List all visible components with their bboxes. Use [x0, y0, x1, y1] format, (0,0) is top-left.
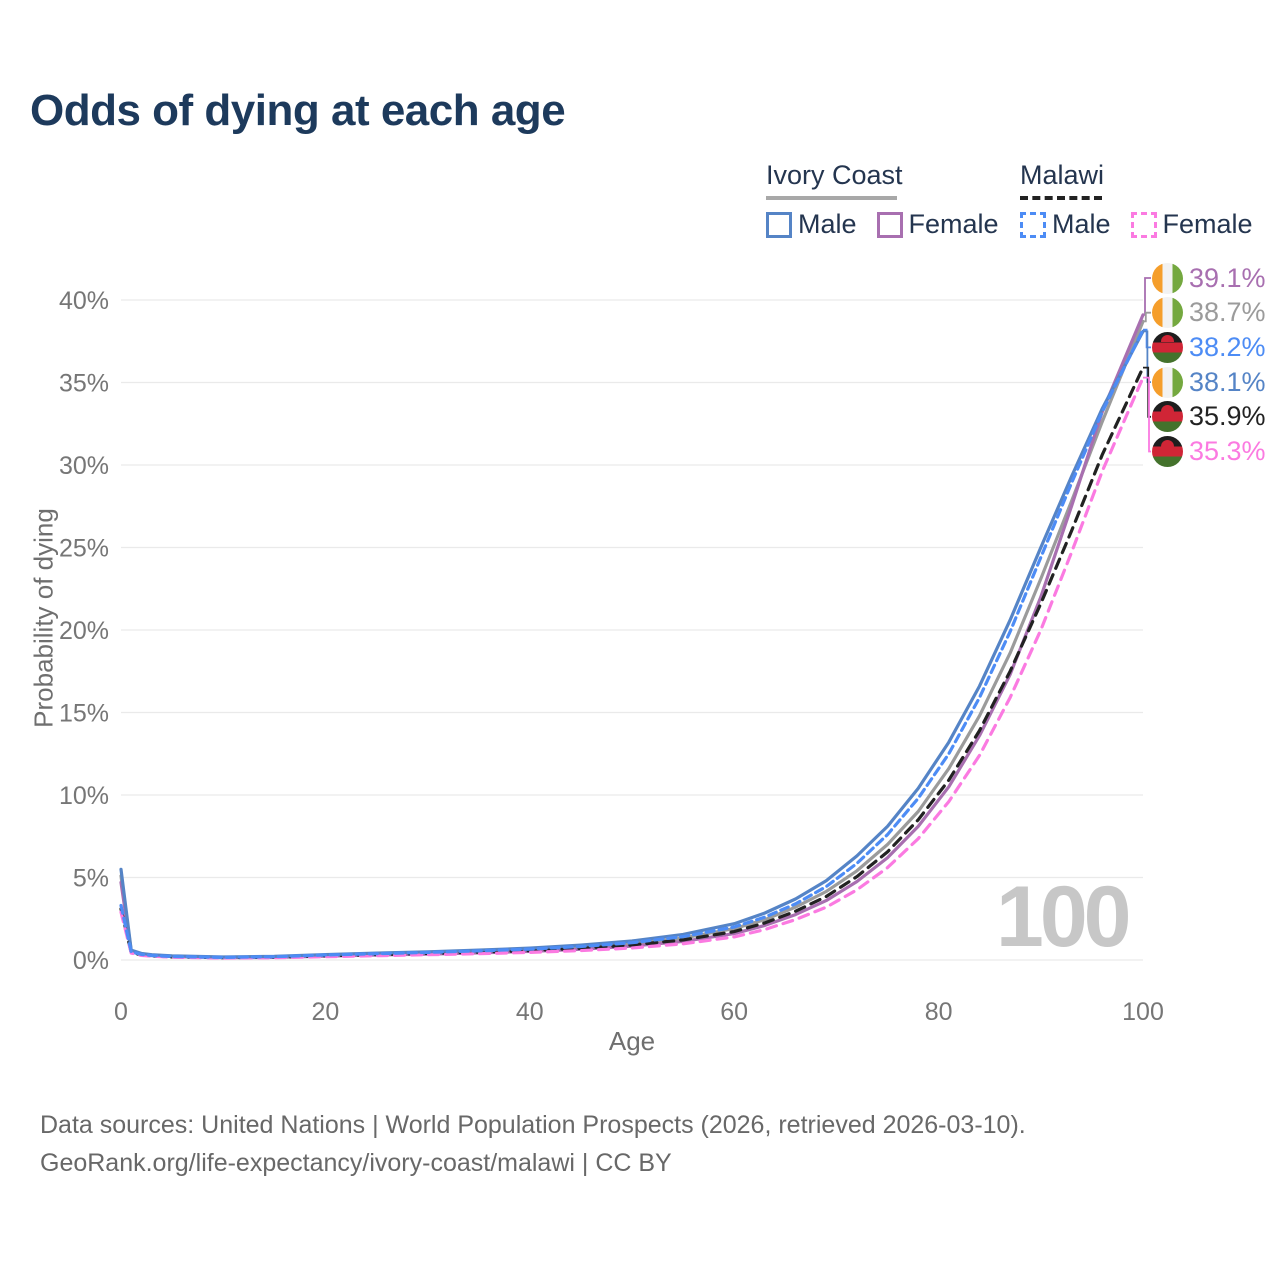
- legend-group-ivory-coast: Ivory Coast Male Female: [766, 160, 999, 240]
- flag-sun: [1161, 335, 1174, 343]
- x-tick-label: 60: [720, 998, 748, 1026]
- end-label-ic-all: 38.7%: [1152, 297, 1266, 329]
- checkbox-ivory-coast-female[interactable]: [876, 211, 903, 238]
- series-line-ic-all: [119, 319, 1145, 959]
- series-line-ic-female: [119, 313, 1145, 960]
- end-label-connector-ic-female: [1143, 277, 1151, 316]
- end-label-connector-mw-female: [1143, 376, 1151, 453]
- end-label-value: 35.3%: [1189, 436, 1266, 466]
- end-label-mw-male: 38.2%: [1152, 331, 1266, 363]
- y-tick-label: 10%: [59, 782, 109, 810]
- x-tick-label: 80: [925, 998, 953, 1026]
- flag-malawi-icon: [1152, 436, 1183, 467]
- end-label-connector-ic-male: [1143, 330, 1151, 383]
- y-tick-label: 30%: [59, 452, 109, 480]
- x-tick-label: 0: [114, 998, 128, 1026]
- y-tick-label: 20%: [59, 617, 109, 645]
- legend-item-label: Male: [798, 209, 857, 239]
- data-sources-line1: Data sources: United Nations | World Pop…: [40, 1111, 1026, 1139]
- legend-country-malawi[interactable]: Malawi: [1020, 160, 1253, 200]
- legend-group-malawi: Malawi Male Female: [1020, 160, 1253, 240]
- legend-item-ivory-coast-female[interactable]: Female: [876, 209, 999, 240]
- data-sources-line2: GeoRank.org/life-expectancy/ivory-coast/…: [40, 1149, 672, 1177]
- series-line-mw-male: [119, 328, 1145, 959]
- series-line-ic-male: [119, 329, 1145, 959]
- x-axis-title: Age: [608, 1026, 656, 1056]
- end-label-value: 38.1%: [1189, 366, 1266, 397]
- flag-malawi-icon: [1152, 401, 1183, 433]
- y-tick-label: 15%: [59, 700, 109, 728]
- legend-items: Male Female: [1020, 209, 1253, 240]
- end-label-value: 38.7%: [1189, 297, 1266, 328]
- legend-country-line-solid: [766, 196, 897, 200]
- end-label-value: 35.9%: [1189, 401, 1266, 432]
- flag-ivory-coast-icon: [1152, 262, 1183, 294]
- checkbox-malawi-female[interactable]: [1130, 211, 1157, 238]
- y-axis-title: Probability of dying: [28, 508, 59, 728]
- end-label-ic-female: 39.1%: [1152, 262, 1266, 294]
- x-tick-label: 20: [311, 998, 339, 1026]
- legend-country-label: Ivory Coast: [766, 160, 903, 190]
- flag-malawi-icon: [1152, 331, 1183, 363]
- legend-item-label: Male: [1052, 209, 1111, 239]
- age-watermark: 100: [996, 869, 1131, 965]
- y-tick-label: 40%: [59, 287, 109, 315]
- legend-country-ivory-coast[interactable]: Ivory Coast: [766, 160, 999, 200]
- legend-item-ivory-coast-male[interactable]: Male: [766, 209, 857, 240]
- checkbox-malawi-male[interactable]: [1020, 211, 1046, 238]
- end-label-connector-ic-all: [1143, 311, 1151, 323]
- end-label-mw-female: 35.3%: [1152, 436, 1266, 467]
- y-tick-label: 5%: [73, 865, 109, 893]
- x-tick-label: 40: [516, 998, 544, 1026]
- legend-items: Male Female: [766, 209, 999, 240]
- legend-item-label: Female: [1162, 209, 1253, 239]
- x-tick-label: 100: [1122, 998, 1164, 1026]
- end-label-ic-male: 38.1%: [1152, 366, 1266, 398]
- legend-country-label: Malawi: [1020, 160, 1105, 190]
- end-label-value: 39.1%: [1189, 262, 1266, 293]
- legend-country-line-dashed: [1020, 196, 1102, 200]
- flag-ivory-coast-icon: [1152, 366, 1183, 398]
- data-sources: Data sources: United Nations | World Pop…: [40, 1106, 1026, 1182]
- flag-ivory-coast-icon: [1152, 297, 1183, 329]
- legend-item-malawi-female[interactable]: Female: [1130, 209, 1253, 240]
- y-tick-label: 0%: [73, 947, 109, 975]
- flag-sun: [1161, 439, 1174, 447]
- legend-item-label: Female: [908, 209, 999, 239]
- page-title: Odds of dying at each age: [30, 86, 566, 135]
- legend-item-malawi-male[interactable]: Male: [1020, 209, 1111, 240]
- end-label-mw-all: 35.9%: [1152, 401, 1266, 433]
- checkbox-ivory-coast-male[interactable]: [766, 211, 792, 238]
- end-label-value: 38.2%: [1189, 331, 1266, 362]
- y-tick-label: 35%: [59, 370, 109, 398]
- flag-sun: [1161, 404, 1174, 412]
- y-tick-label: 25%: [59, 535, 109, 563]
